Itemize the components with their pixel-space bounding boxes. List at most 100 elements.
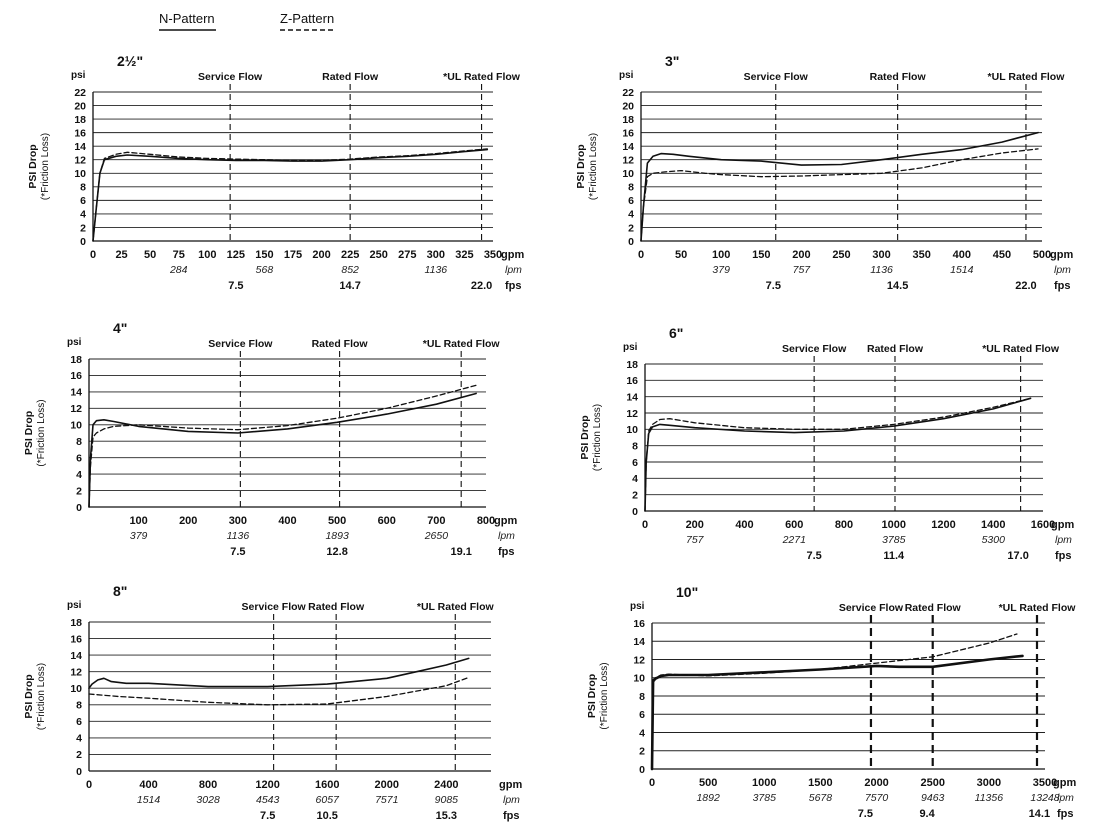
y-tick-label: 12	[622, 155, 634, 167]
x-unit-fps: fps	[1054, 280, 1071, 292]
x-tick-label: 600	[785, 519, 803, 531]
y-tick-label: 14	[70, 387, 82, 399]
y-tick-label: 16	[626, 375, 638, 387]
x-tick-label: 500	[1033, 249, 1051, 261]
lpm-tick-label: 3785	[882, 534, 906, 546]
x-unit-lpm: lpm	[505, 264, 522, 276]
chart-8in: 8" psi PSI Drop (*Friction Loss) 0 2 4 6 8 10 12 14…	[23, 583, 522, 822]
y-axis-title: PSI Drop	[27, 144, 39, 188]
fps-tick-label: 22.0	[1015, 280, 1036, 292]
flow-marker-label: Service Flow	[242, 601, 307, 613]
x-tick-label: 3500	[1033, 777, 1057, 789]
lpm-tick-label: 11356	[975, 792, 1004, 804]
series-n-pattern-line	[644, 397, 1032, 512]
y-tick-label: 18	[622, 114, 634, 126]
y-tick-label: 2	[80, 222, 86, 234]
series-z-pattern-line	[92, 148, 488, 242]
x-tick-label: 150	[752, 249, 770, 261]
y-unit-psi: psi	[67, 337, 82, 348]
x-unit-gpm: gpm	[1051, 519, 1074, 531]
y-tick-label: 12	[70, 403, 82, 415]
x-tick-label: 300	[229, 515, 247, 527]
chart-6in: 6" psi PSI Drop (*Friction Loss) 0 2 4 6 8 10 12 14…	[579, 325, 1074, 562]
x-tick-label: 100	[712, 249, 730, 261]
lpm-tick-label: 379	[130, 530, 148, 542]
lpm-tick-label: 3785	[753, 792, 777, 804]
x-tick-label: 2400	[434, 779, 458, 791]
x-tick-label: 100	[198, 249, 216, 261]
chart-title: 10"	[676, 584, 698, 600]
flow-marker-label: Service Flow	[208, 338, 273, 350]
y-unit-psi: psi	[67, 600, 82, 611]
y-axis-subtitle: (*Friction Loss)	[36, 663, 47, 730]
y-axis-subtitle: (*Friction Loss)	[592, 404, 603, 471]
fps-tick-label: 11.4	[883, 550, 905, 562]
y-tick-label: 2	[628, 222, 634, 234]
flow-marker-label: *UL Rated Flow	[999, 602, 1077, 614]
lpm-tick-label: 7571	[375, 794, 398, 806]
legend: N-Pattern Z-Pattern	[159, 11, 336, 31]
x-tick-label: 1400	[981, 519, 1005, 531]
y-tick-label: 8	[80, 182, 86, 194]
x-tick-label: 3000	[977, 777, 1001, 789]
flow-marker-label: *UL Rated Flow	[988, 71, 1066, 83]
flow-marker-label: *UL Rated Flow	[982, 343, 1060, 355]
y-tick-label: 2	[632, 489, 638, 501]
y-tick-label: 22	[74, 87, 86, 99]
y-axis-title: PSI Drop	[23, 674, 35, 718]
y-tick-label: 20	[622, 100, 634, 112]
x-tick-label: 50	[144, 249, 156, 261]
lpm-tick-label: 3028	[196, 794, 220, 806]
flow-marker-label: Rated Flow	[308, 601, 365, 613]
y-tick-label: 10	[622, 168, 634, 180]
y-tick-label: 18	[626, 359, 638, 371]
y-tick-label: 2	[639, 746, 645, 758]
series-z-pattern-line	[88, 676, 470, 706]
y-tick-label: 16	[633, 618, 645, 630]
x-unit-fps: fps	[1057, 808, 1074, 820]
y-tick-label: 16	[70, 370, 82, 382]
chart-10in: 10" psi PSI Drop (*Friction Loss) 0 2 4 6 8 10 12 1…	[586, 584, 1076, 820]
lpm-tick-label: 568	[256, 264, 274, 276]
y-tick-label: 22	[622, 87, 634, 99]
x-tick-label: 0	[86, 779, 92, 791]
x-tick-label: 450	[993, 249, 1011, 261]
legend-z-pattern-label: Z-Pattern	[280, 11, 334, 26]
x-tick-label: 225	[341, 249, 359, 261]
fps-tick-label: 12.8	[326, 546, 347, 558]
y-axis-subtitle: (*Friction Loss)	[40, 133, 51, 200]
y-tick-label: 4	[76, 469, 82, 481]
x-tick-label: 1500	[808, 777, 832, 789]
y-tick-label: 12	[70, 666, 82, 678]
y-tick-label: 0	[76, 502, 82, 514]
lpm-tick-label: 6057	[316, 794, 341, 806]
y-tick-label: 12	[626, 408, 638, 420]
x-tick-label: 2000	[375, 779, 399, 791]
x-unit-gpm: gpm	[1053, 777, 1076, 789]
x-tick-label: 200	[792, 249, 810, 261]
flow-marker-label: Rated Flow	[905, 602, 962, 614]
y-tick-label: 10	[70, 420, 82, 432]
lpm-tick-label: 1514	[137, 794, 161, 806]
lpm-tick-label: 1136	[227, 530, 250, 542]
x-tick-label: 1600	[315, 779, 339, 791]
x-tick-label: 1200	[255, 779, 279, 791]
lpm-tick-label: 9085	[435, 794, 459, 806]
x-tick-label: 200	[179, 515, 197, 527]
x-tick-label: 75	[173, 249, 185, 261]
y-tick-label: 18	[70, 617, 82, 629]
x-tick-label: 0	[638, 249, 644, 261]
x-tick-label: 800	[835, 519, 853, 531]
x-unit-lpm: lpm	[503, 794, 520, 806]
flow-marker-label: Service Flow	[744, 71, 809, 83]
lpm-tick-label: 5678	[809, 792, 833, 804]
fps-tick-label: 7.5	[230, 546, 245, 558]
x-tick-label: 350	[913, 249, 931, 261]
x-tick-label: 175	[284, 249, 302, 261]
x-tick-label: 2500	[920, 777, 944, 789]
fps-tick-label: 14.5	[887, 280, 908, 292]
y-tick-label: 8	[628, 182, 634, 194]
flow-marker-label: Service Flow	[782, 343, 847, 355]
lpm-tick-label: 852	[341, 264, 359, 276]
